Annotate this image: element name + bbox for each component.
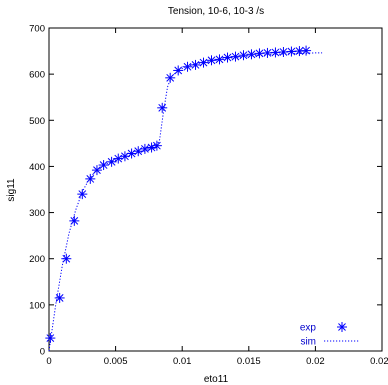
data-point [77,189,88,200]
x-tick-label: 0.02 [306,356,325,367]
data-point [91,165,102,176]
data-point [238,50,249,61]
data-point [294,46,305,57]
x-axis-label: eto11 [204,374,229,385]
data-point [214,54,225,65]
data-point [69,215,80,226]
data-point [206,55,217,66]
data-point [157,102,168,113]
y-tick-label: 0 [40,347,45,358]
data-point [165,72,176,83]
series-layer [45,45,323,352]
data-point [54,292,65,303]
plot-frame [48,27,383,352]
data-point [182,61,193,72]
x-tick-label: 0.01 [173,356,192,367]
y-tick-label: 600 [29,70,45,81]
data-point [246,49,257,60]
y-axis: 0 100 200 300 400 500 600 700 [29,24,382,358]
y-tick-label: 100 [29,300,45,311]
y-tick-label: 300 [29,208,45,219]
data-point [230,51,241,62]
x-axis: 0 0.005 0.01 0.015 0.02 0.025 [46,28,388,367]
y-tick-label: 700 [29,24,45,35]
data-point [113,153,124,164]
x-tick-label: 0.025 [370,356,388,367]
data-point [173,65,184,76]
data-point [106,156,117,167]
data-point [61,253,72,264]
data-point [262,47,273,58]
data-point [45,333,56,344]
x-tick-label: 0 [46,356,51,367]
y-tick-label: 500 [29,116,45,127]
data-point [126,148,137,159]
data-point [151,140,162,151]
legend-label-exp: exp [300,323,317,334]
data-point [133,146,144,157]
series-sim-line [48,52,323,352]
data-point [190,59,201,70]
x-tick-label: 0.005 [104,356,128,367]
x-tick-label: 0.015 [237,356,261,367]
data-point [139,143,150,154]
chart-title: Tension, 10-6, 10-3 /s [168,6,264,17]
series-exp [45,45,312,344]
data-point [222,52,233,63]
legend-marker-exp [337,322,347,332]
data-point [85,173,96,184]
y-axis-label: sig11 [6,178,17,202]
data-point [278,46,289,57]
data-point [98,160,109,171]
data-point [301,45,312,56]
y-tick-label: 400 [29,162,45,173]
legend-label-sim: sim [300,337,316,348]
y-tick-label: 200 [29,254,45,265]
legend: exp sim [300,322,360,348]
data-point [198,57,209,68]
